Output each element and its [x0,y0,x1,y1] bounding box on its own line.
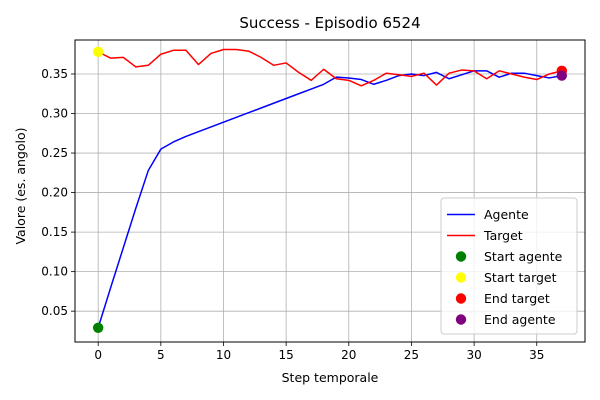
y-ticks: 0.05 0.10 0.15 0.20 0.25 0.30 0.35 [41,67,75,318]
y-tick-label: 0.35 [41,67,68,81]
series-line-agente [97,70,562,328]
y-tick-label: 0.25 [41,146,68,160]
x-tick-label: 5 [157,348,165,362]
series-layer [97,48,563,328]
x-tick-label: 20 [341,348,356,362]
x-tick-label: 0 [94,348,102,362]
legend-swatch-dot [455,314,467,325]
legend-label: Start agente [484,249,563,264]
x-tick-label: 25 [404,348,419,362]
legend-label: End agente [484,312,556,327]
x-axis-label: Step temporale [282,370,379,385]
legend: Agente Target Start agente Start target End … [440,197,578,335]
y-tick-label: 0.20 [41,186,68,200]
marker-layer [92,46,568,333]
y-axis-label: Valore (es. angolo) [13,127,28,244]
y-tick-label: 0.30 [41,107,68,121]
y-tick-label: 0.15 [41,225,68,239]
legend-swatch-dot [455,272,467,283]
legend-swatch-dot [455,293,467,304]
plot-frame [74,39,586,343]
legend-label: Start target [484,270,557,285]
x-tick-label: 15 [279,348,294,362]
marker-start-agente [92,322,104,333]
marker-start-target [92,46,104,58]
x-tick-label: 35 [529,348,544,362]
y-tick-label: 0.10 [41,265,68,279]
y-tick-label: 0.05 [41,304,68,318]
series-line-target [97,48,563,87]
legend-label: End target [484,291,550,306]
legend-label: Target [483,228,523,243]
marker-end-agente [556,70,568,81]
legend-swatch-dot [455,251,467,262]
x-tick-label: 10 [216,348,231,362]
legend-box [440,197,578,335]
x-tick-label: 30 [466,348,481,362]
chart-title: Success - Episodio 6524 [239,14,420,32]
x-ticks: 0 5 10 15 20 25 30 35 [94,342,544,362]
legend-label: Agente [484,207,529,222]
